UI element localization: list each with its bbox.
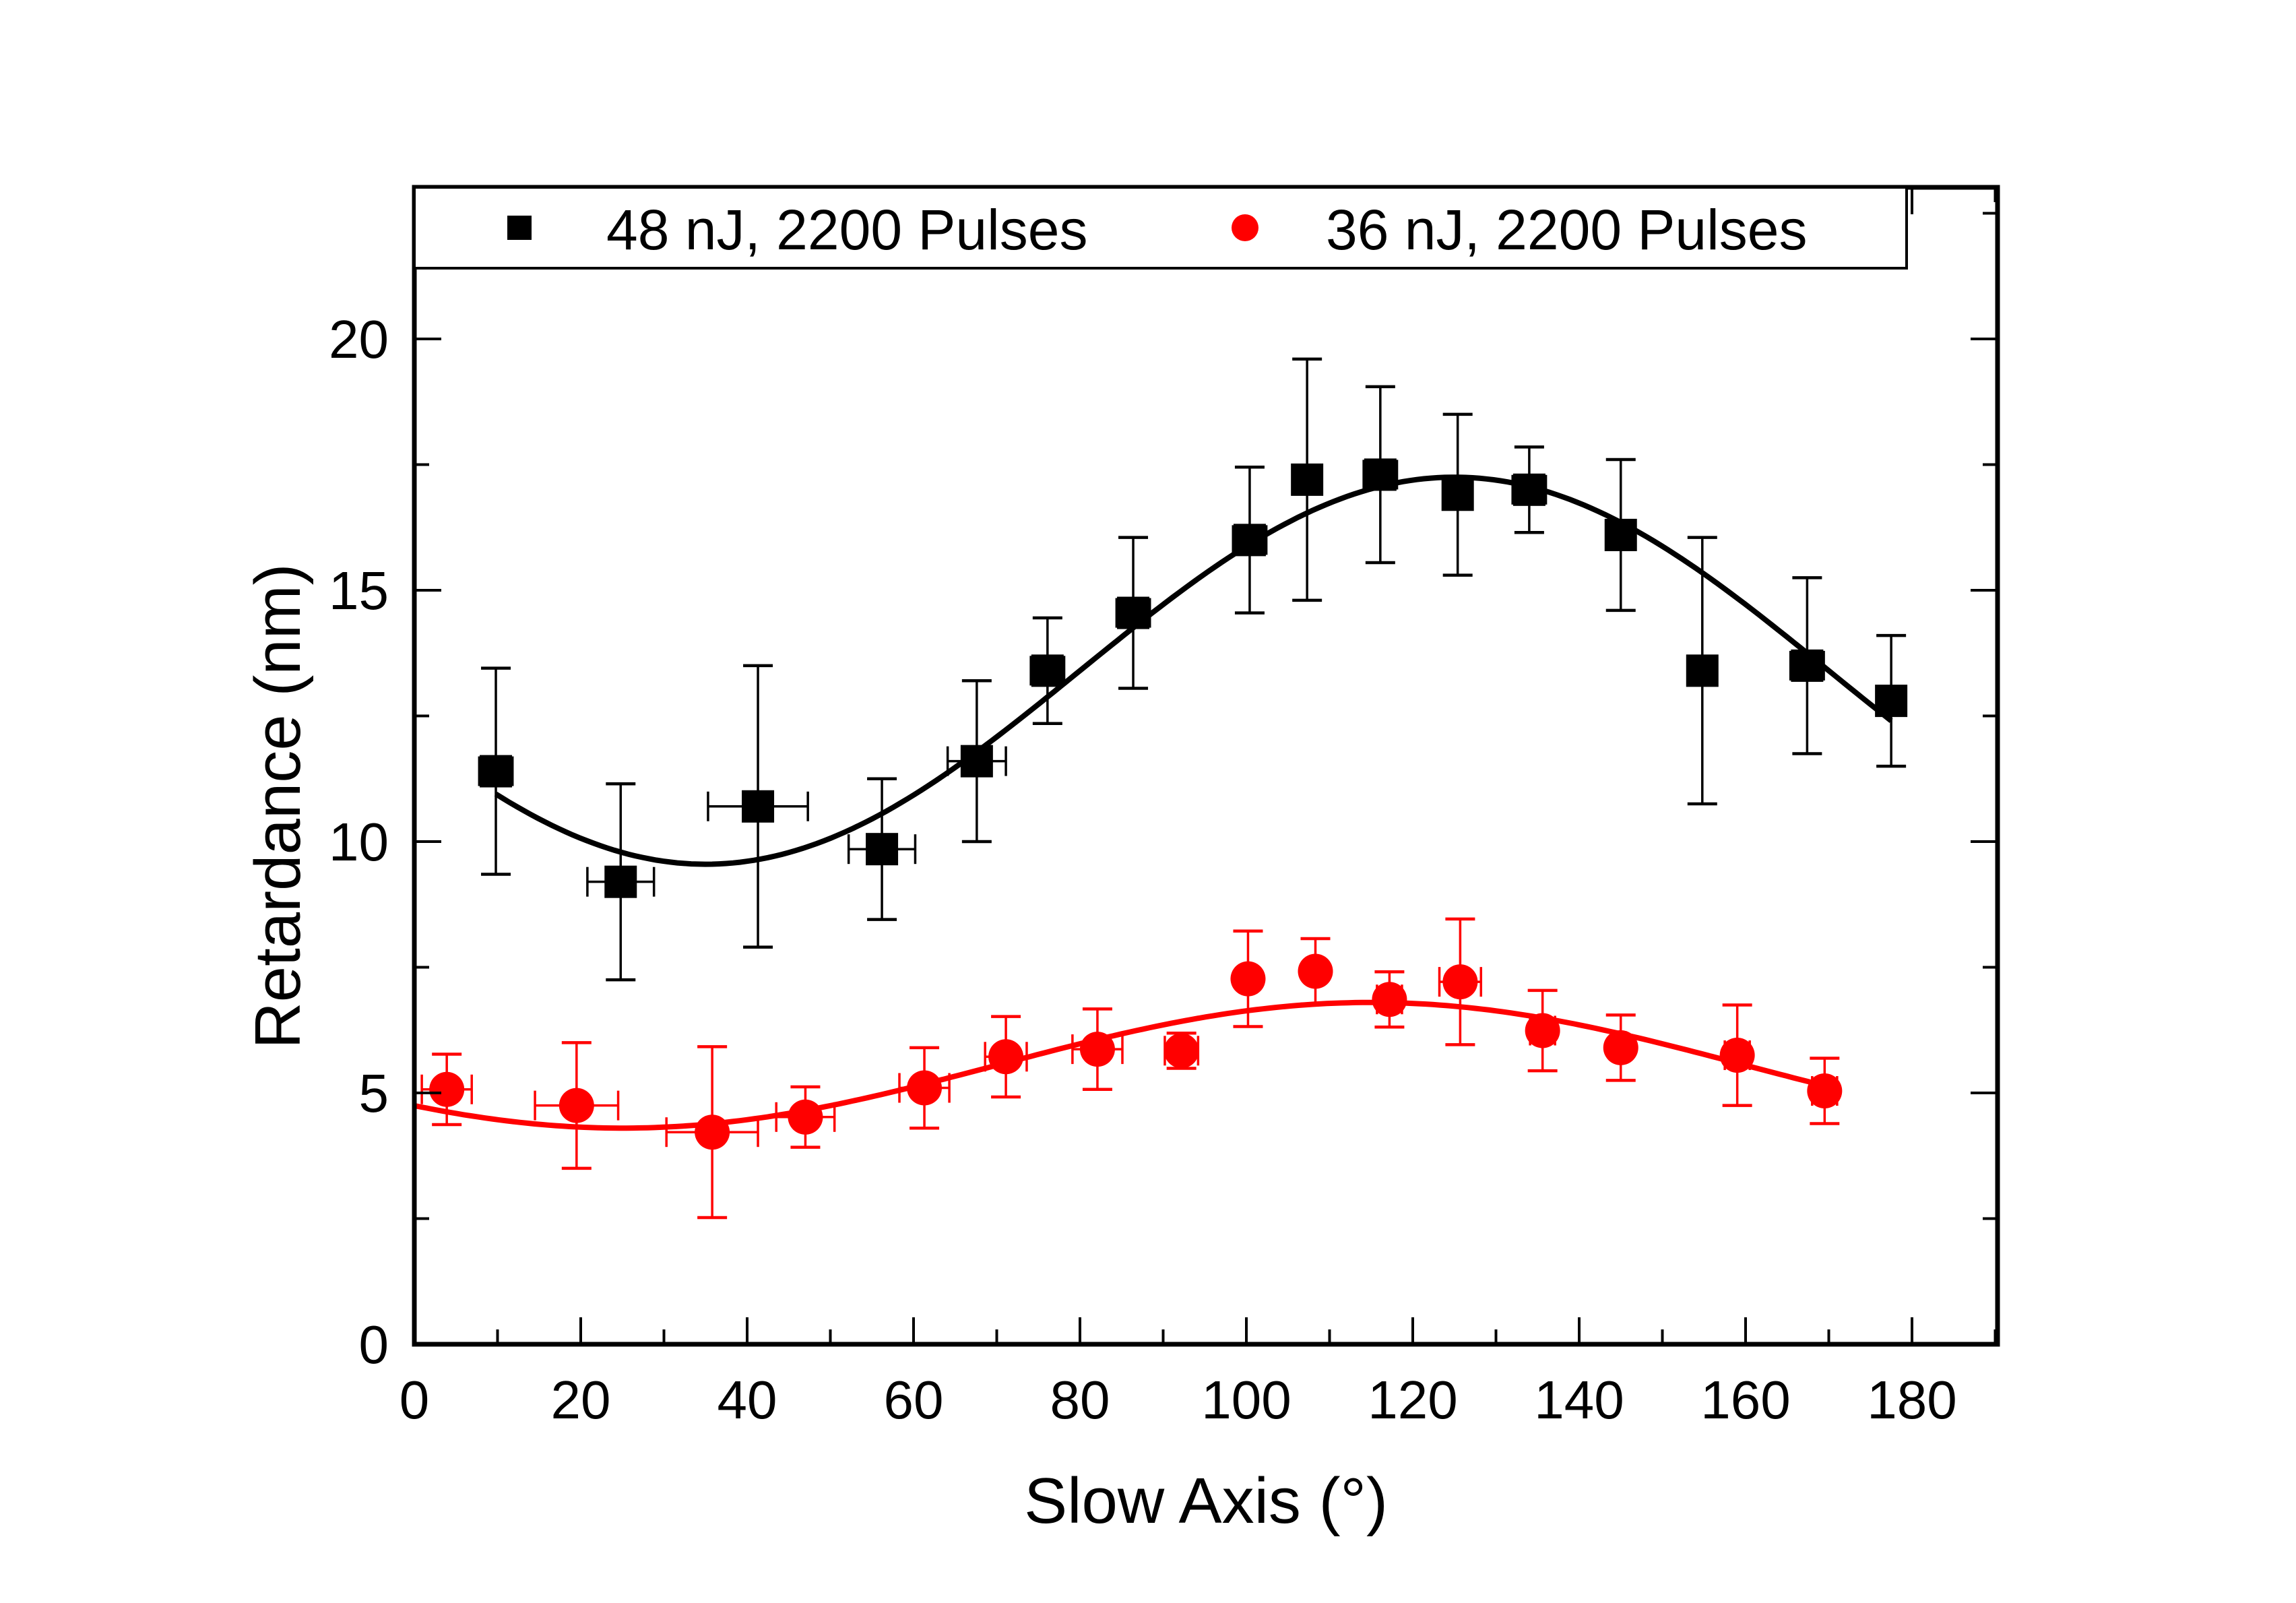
data-point-circle bbox=[907, 1070, 943, 1106]
data-point-square bbox=[1791, 649, 1824, 682]
x-tick-label: 60 bbox=[884, 1370, 944, 1430]
data-point-circle bbox=[1719, 1038, 1755, 1073]
data-point-circle bbox=[1079, 1032, 1115, 1067]
legend-label-48nj: 48 nJ, 2200 Pulses bbox=[606, 198, 1088, 261]
data-point-square bbox=[1875, 685, 1908, 718]
data-point-circle bbox=[559, 1088, 594, 1123]
data-point-square bbox=[960, 745, 993, 778]
x-axis-title: Slow Axis (°) bbox=[1024, 1465, 1388, 1537]
data-point-circle bbox=[1442, 964, 1478, 1000]
y-axis-title: Retardance (nm) bbox=[242, 563, 314, 1048]
y-tick-label: 10 bbox=[329, 812, 389, 872]
x-tick-label: 100 bbox=[1201, 1370, 1291, 1430]
x-tick-label: 40 bbox=[718, 1370, 777, 1430]
x-tick-label: 140 bbox=[1534, 1370, 1624, 1430]
x-tick-label: 80 bbox=[1050, 1370, 1110, 1430]
x-tick-label: 20 bbox=[551, 1370, 611, 1430]
legend-marker-square bbox=[507, 216, 532, 240]
x-tick-label: 180 bbox=[1867, 1370, 1956, 1430]
x-tick-label: 160 bbox=[1700, 1370, 1790, 1430]
legend-marker-circle bbox=[1232, 214, 1258, 241]
x-tick-label: 120 bbox=[1368, 1370, 1457, 1430]
data-point-circle bbox=[1163, 1033, 1199, 1069]
data-point-circle bbox=[429, 1071, 465, 1107]
data-point-circle bbox=[988, 1039, 1024, 1075]
data-point-square bbox=[1291, 463, 1324, 496]
data-point-square bbox=[604, 865, 637, 898]
x-tick-labels: 0 20 40 60 80 100 120 140 160 180 bbox=[400, 1370, 1957, 1430]
error-bars bbox=[420, 357, 1907, 1220]
data-point-circle bbox=[695, 1114, 730, 1150]
data-point-square bbox=[1117, 596, 1150, 629]
x-tick-label: 0 bbox=[400, 1370, 430, 1430]
data-point-square bbox=[866, 833, 899, 866]
y-tick-label: 5 bbox=[359, 1063, 389, 1123]
data-markers bbox=[429, 458, 1908, 1150]
data-point-square bbox=[1512, 473, 1545, 506]
data-point-square bbox=[1233, 524, 1266, 557]
y-tick-label: 0 bbox=[359, 1315, 389, 1375]
data-point-circle bbox=[1807, 1073, 1843, 1109]
data-point-square bbox=[1364, 458, 1397, 491]
data-point-square bbox=[480, 755, 513, 788]
data-point-circle bbox=[1298, 953, 1333, 989]
legend-box bbox=[413, 186, 1908, 270]
legend: 48 nJ, 2200 Pulses 36 nJ, 2200 Pulses bbox=[413, 186, 1908, 270]
data-point-square bbox=[1686, 654, 1719, 687]
data-point-circle bbox=[1525, 1013, 1560, 1048]
y-tick-labels: 0 5 10 15 20 bbox=[329, 309, 389, 1375]
data-point-square bbox=[742, 790, 775, 823]
fit-curve-1 bbox=[414, 999, 1830, 1131]
y-tick-label: 20 bbox=[329, 309, 389, 369]
data-point-circle bbox=[1230, 961, 1266, 997]
data-point-circle bbox=[788, 1099, 823, 1135]
axis-ticks bbox=[413, 187, 1998, 1346]
data-point-circle bbox=[1603, 1030, 1638, 1065]
legend-label-36nj: 36 nJ, 2200 Pulses bbox=[1326, 198, 1808, 261]
fit-curves bbox=[414, 474, 1893, 1131]
data-point-square bbox=[1441, 478, 1474, 511]
data-point-square bbox=[1031, 654, 1064, 687]
fit-curve-0 bbox=[494, 474, 1893, 867]
plot-frame bbox=[412, 185, 2000, 1347]
data-point-square bbox=[1604, 518, 1637, 551]
y-tick-label: 15 bbox=[329, 561, 389, 621]
data-point-circle bbox=[1372, 982, 1407, 1017]
